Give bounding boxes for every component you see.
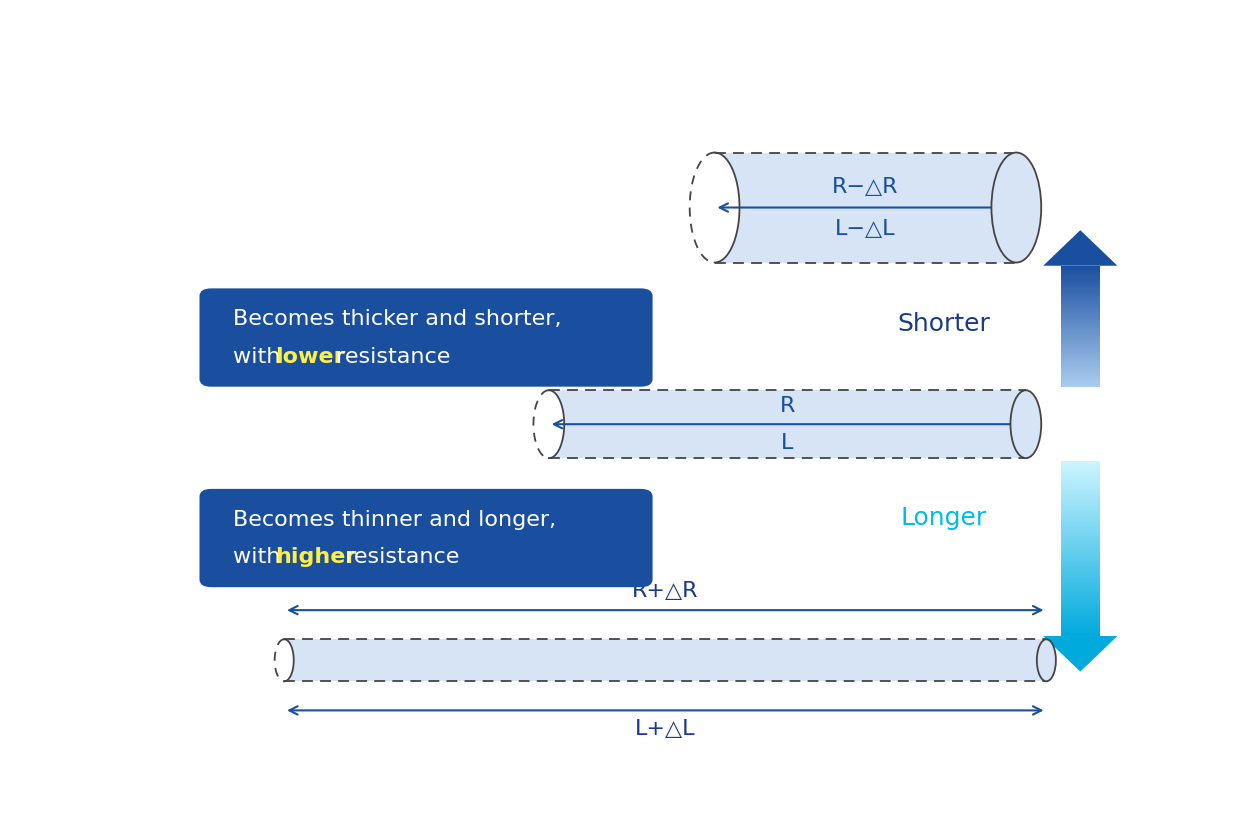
Text: resistance: resistance [338, 547, 460, 567]
Text: lower: lower [275, 347, 344, 366]
Text: with: with [233, 547, 287, 567]
Bar [714, 153, 1017, 262]
Text: R: R [780, 396, 795, 416]
Ellipse shape [992, 153, 1041, 262]
Text: R+△R: R+△R [633, 581, 698, 601]
Text: L+△L: L+△L [635, 720, 696, 739]
Text: Becomes thinner and longer,: Becomes thinner and longer, [233, 510, 556, 530]
Text: L: L [781, 433, 794, 453]
Polygon shape [1043, 230, 1118, 265]
Ellipse shape [689, 153, 740, 262]
Text: R−△R: R−△R [832, 176, 898, 197]
Text: higher: higher [275, 547, 357, 567]
Ellipse shape [533, 391, 564, 458]
Text: with: with [233, 347, 287, 366]
Text: resistance: resistance [329, 347, 450, 366]
Ellipse shape [1011, 391, 1041, 458]
Ellipse shape [275, 639, 294, 681]
Text: Longer: Longer [901, 506, 987, 530]
Bar [285, 639, 1046, 681]
Text: Becomes thicker and shorter,: Becomes thicker and shorter, [233, 309, 561, 329]
Text: L−△L: L−△L [835, 218, 896, 239]
Ellipse shape [1037, 639, 1056, 681]
FancyBboxPatch shape [199, 288, 653, 386]
Polygon shape [1043, 636, 1118, 672]
FancyBboxPatch shape [199, 489, 653, 587]
Bar [549, 391, 1026, 458]
Text: Shorter: Shorter [897, 312, 990, 336]
